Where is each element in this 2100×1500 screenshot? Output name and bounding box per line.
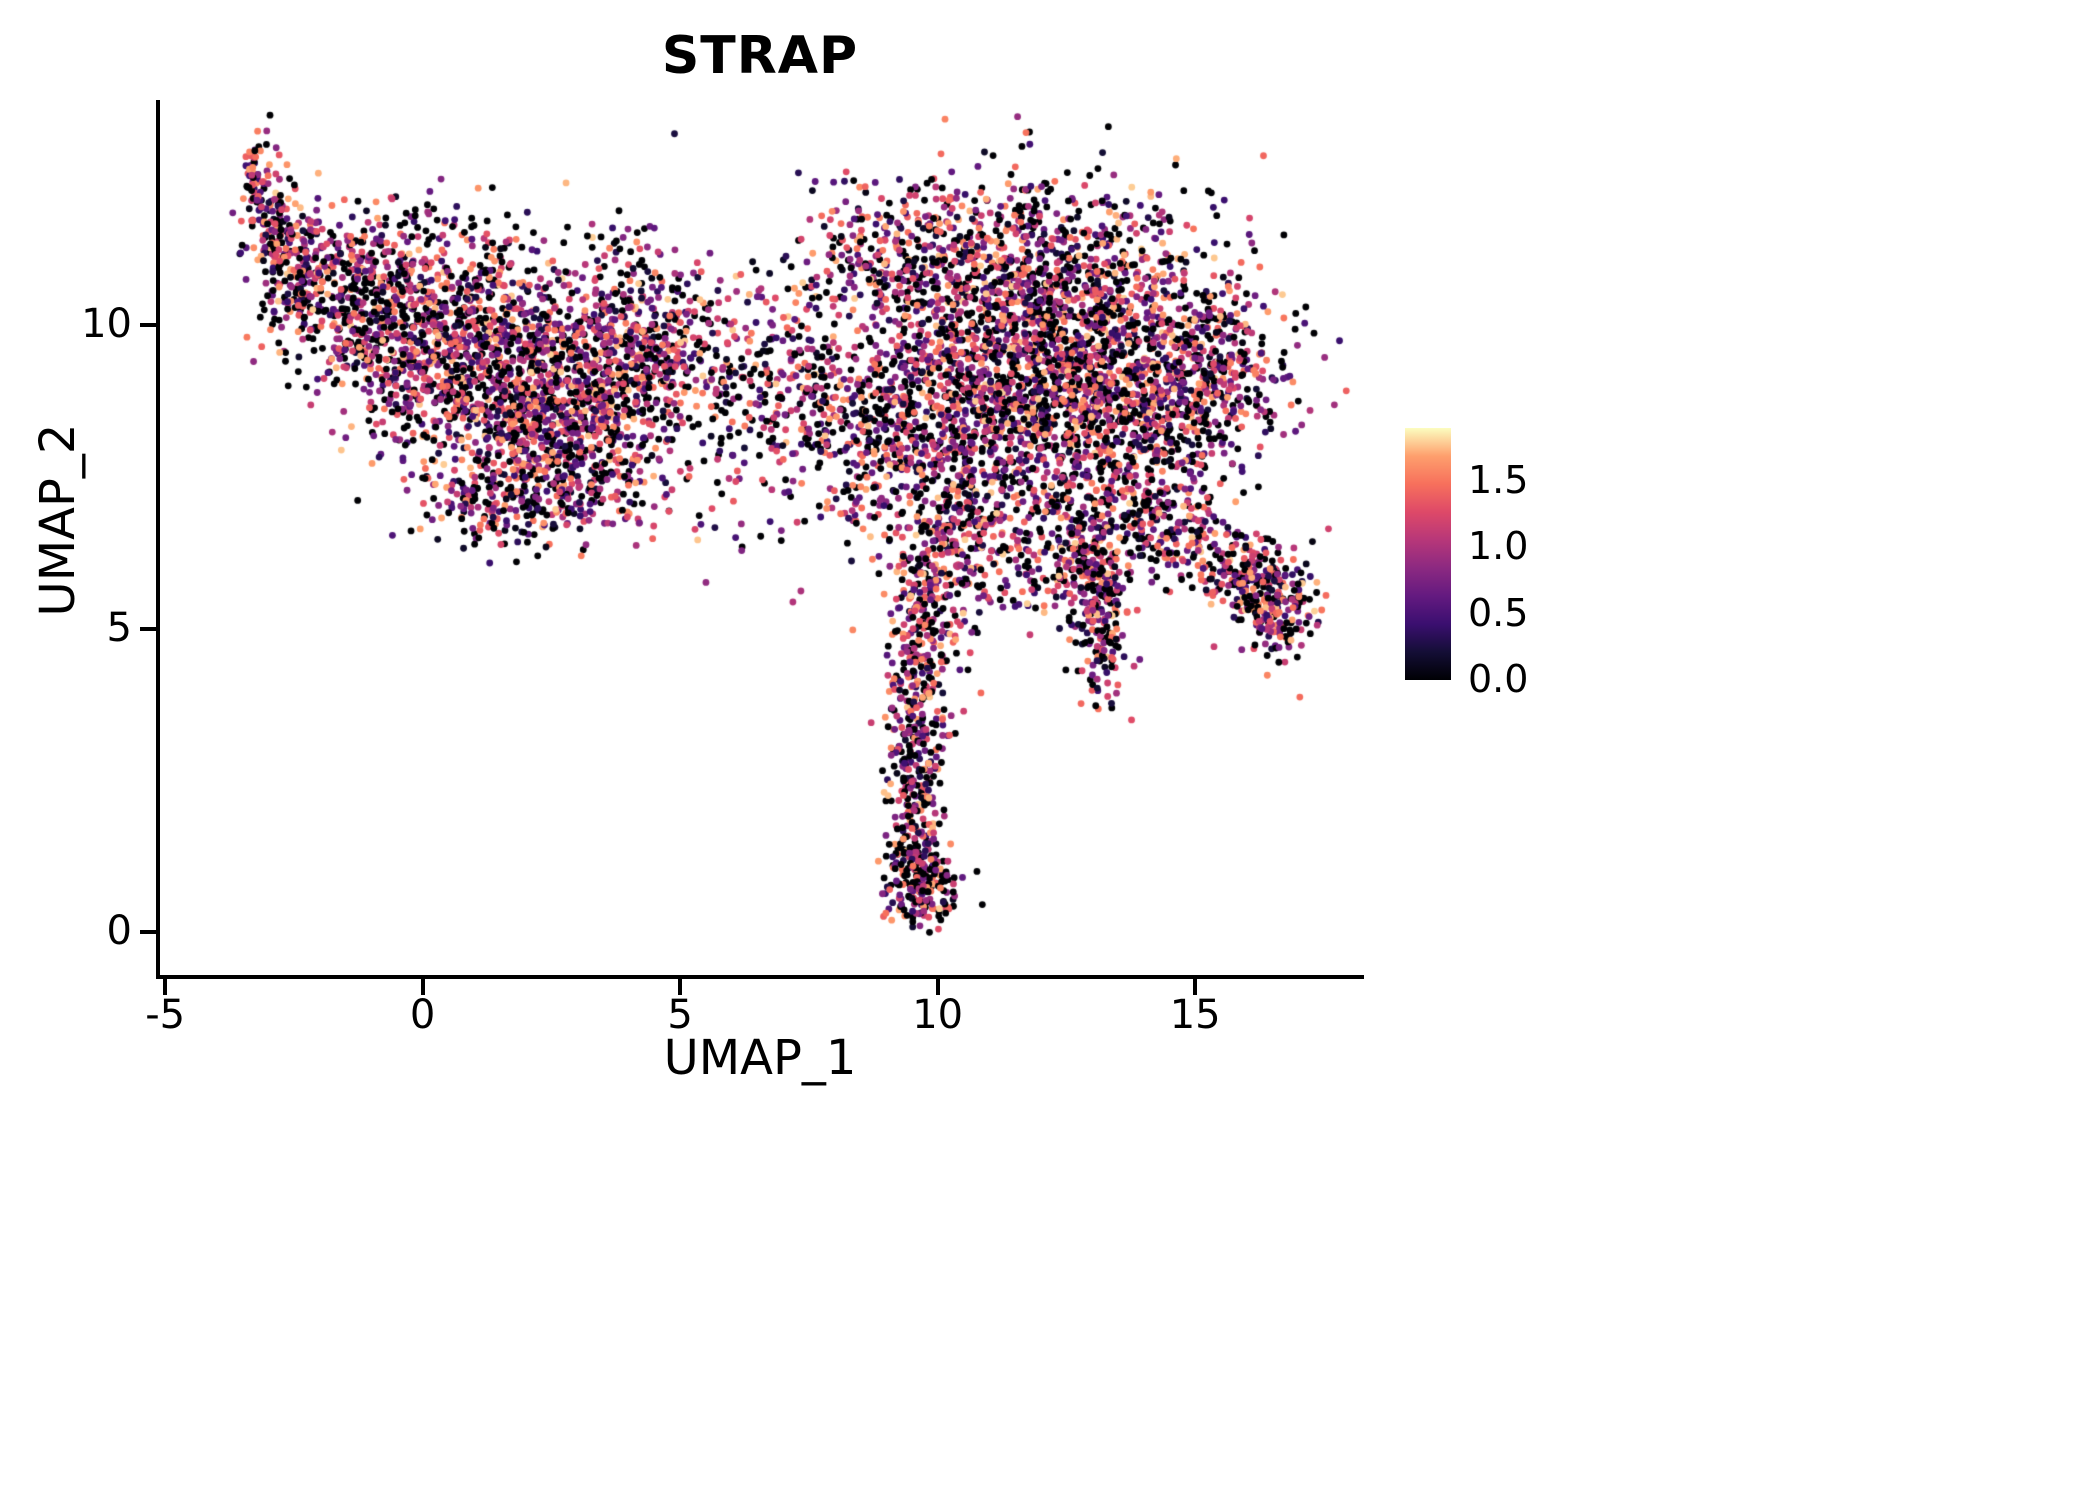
x-axis-label: UMAP_1 <box>663 1030 857 1086</box>
y-tick-mark <box>140 626 156 631</box>
x-tick-label: 15 <box>1169 992 1221 1038</box>
colorbar-tick-label: 0.5 <box>1468 590 1529 635</box>
colorbar-gradient <box>1405 428 1451 680</box>
x-tick-mark <box>935 979 940 995</box>
x-tick-mark <box>678 979 683 995</box>
plot-area <box>160 100 1360 975</box>
x-tick-label: 0 <box>409 992 436 1038</box>
x-tick-label: -5 <box>145 992 186 1038</box>
y-tick-label: 10 <box>81 300 132 347</box>
x-tick-mark <box>420 979 425 995</box>
colorbar-tick-label: 1.0 <box>1468 524 1529 569</box>
y-tick-label: 5 <box>106 604 132 651</box>
chart-title: STRAP <box>661 26 859 86</box>
y-tick-label: 0 <box>106 908 132 955</box>
x-axis-line <box>156 975 1364 979</box>
y-tick-mark <box>140 930 156 935</box>
y-axis-label: UMAP_2 <box>30 423 86 617</box>
y-axis-line <box>156 100 160 979</box>
scatter-points-canvas <box>160 100 1360 975</box>
colorbar-tick-label: 0.0 <box>1468 657 1529 701</box>
y-tick-mark <box>140 322 156 327</box>
colorbar-tick-label: 1.5 <box>1468 458 1529 503</box>
x-tick-mark <box>163 979 168 995</box>
x-tick-label: 5 <box>667 992 693 1038</box>
x-tick-mark <box>1193 979 1198 995</box>
x-tick-label: 10 <box>912 992 964 1038</box>
